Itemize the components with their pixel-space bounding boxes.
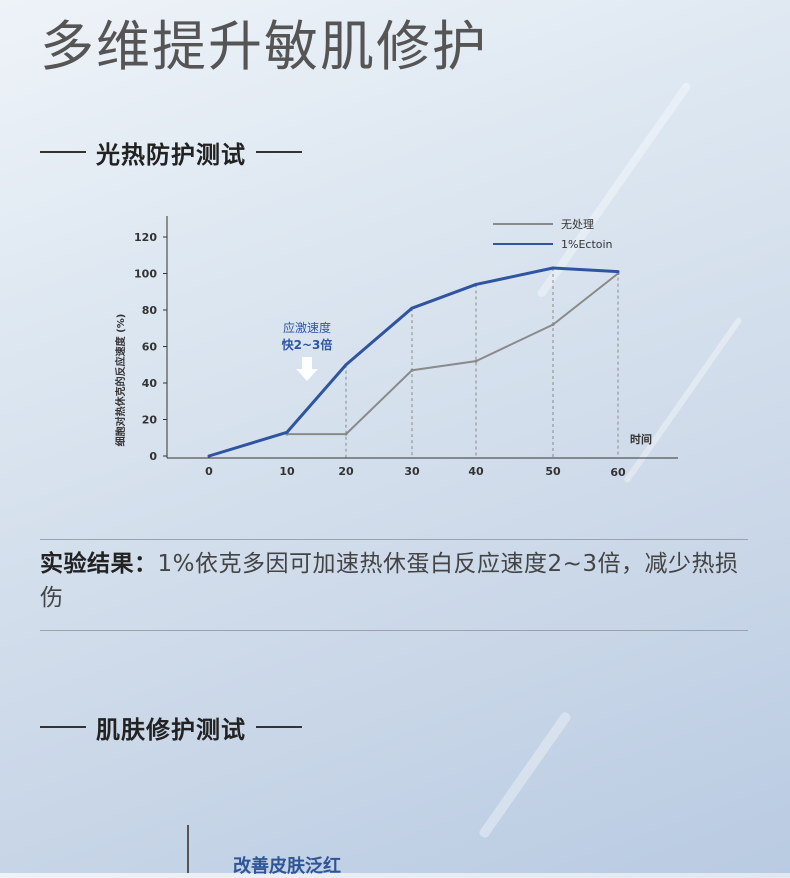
x-tick-label: 0 [205,465,213,478]
result-text: 1%依克多因可加速热休蛋白反应速度2~3倍，减少热损伤 [40,551,739,611]
section-title: 肌肤修护测试 [96,715,246,744]
series-line-untreated [287,272,619,436]
x-tick-label: 50 [545,465,561,478]
data-point-untreated [344,432,348,436]
y-tick-label: 40 [142,377,158,390]
result-rule-top [40,539,748,540]
bottom-section-label: 改善皮肤泛红 [233,856,341,877]
y-tick-label: 100 [134,268,157,281]
x-tick-label: 30 [404,465,420,478]
section-heading-skin-repair: 肌肤修护测试 [40,712,302,744]
section-heading-light-heat: 光热防护测试 [40,137,302,169]
legend-label-ectoin: 1%Ectoin [561,238,613,251]
series-line-ectoin [208,266,619,458]
x-tick-label: 20 [338,465,354,478]
heading-dash-right [256,151,302,153]
annotation-line-2: 快2~3倍 [282,337,333,352]
y-axis-label: 细胞对热休克的反应速度 (%) [114,314,127,447]
down-arrow-icon [296,357,318,381]
x-tick-label: 40 [468,465,484,478]
annotation-line-1: 应激速度 [283,320,331,335]
data-point-untreated [474,359,478,363]
data-point-ectoin [207,454,211,458]
data-point-ectoin [285,430,289,434]
background-streak [477,710,573,840]
page-title: 多维提升敏肌修护 [40,15,488,78]
result-label: 实验结果： [40,551,158,577]
data-point-untreated [551,323,555,327]
y-tick-label: 0 [149,450,157,463]
y-tick-label: 120 [134,231,157,244]
data-point-ectoin [344,363,348,367]
heat-shock-response-chart: 0 20 40 60 80 100 120 0 10 20 30 40 50 60 细胞对热休克的反应速… [114,216,678,479]
heading-dash-left [40,151,86,153]
y-tick-label: 80 [142,304,158,317]
x-axis-label: 时间 [630,432,652,446]
x-tick-label: 60 [610,466,626,479]
data-point-ectoin [616,270,620,274]
result-paragraph: 实验结果：1%依克多因可加速热休蛋白反应速度2~3倍，减少热损伤 [40,547,748,615]
legend-label-untreated: 无处理 [561,218,594,231]
data-point-ectoin [474,282,478,286]
data-point-ectoin [410,306,414,310]
bottom-divider [187,825,189,873]
data-point-untreated [410,368,414,372]
y-tick-label: 60 [142,341,158,354]
data-point-ectoin [551,266,555,270]
heading-dash-left [40,726,86,728]
result-rule-bottom [40,630,748,631]
y-tick-label: 20 [142,414,158,427]
heading-dash-right [256,726,302,728]
x-tick-label: 10 [279,465,295,478]
section-title: 光热防护测试 [96,140,246,169]
